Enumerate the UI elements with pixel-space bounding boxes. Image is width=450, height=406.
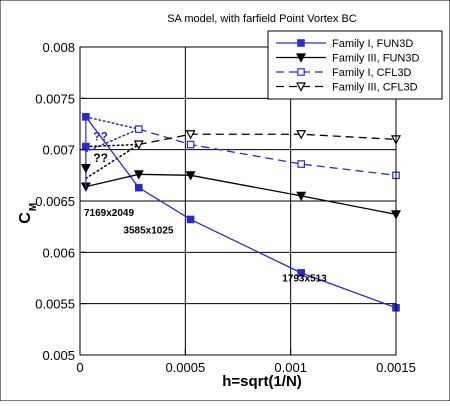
data-point-marker bbox=[186, 215, 195, 224]
data-point-marker bbox=[297, 68, 305, 76]
annotation-label: ?? bbox=[93, 151, 108, 165]
y-tick-label: 0.0055 bbox=[35, 297, 75, 312]
series-group bbox=[133, 130, 401, 150]
data-point-marker bbox=[297, 39, 305, 47]
data-point-marker bbox=[133, 140, 144, 150]
extrapolation-line bbox=[85, 128, 140, 153]
y-axis-label-main: C bbox=[17, 212, 34, 224]
y-axis-label: C M bbox=[17, 203, 39, 224]
extrapolation-line bbox=[85, 116, 140, 130]
legend-label: Family III, CFL3D bbox=[332, 82, 418, 94]
annotation-label: ?? bbox=[93, 129, 108, 143]
series-layer bbox=[80, 113, 401, 312]
y-tick-label: 0.0075 bbox=[35, 91, 75, 106]
chart-title: SA model, with farfield Point Vortex BC bbox=[167, 13, 357, 25]
legend-box bbox=[267, 30, 443, 100]
y-tick-label: 0.005 bbox=[42, 348, 75, 363]
axes: 0 0.0005 0.001 0.0015 0.005 0.0055 0.006 0.0065… bbox=[35, 40, 416, 375]
y-tick-label: 0.007 bbox=[42, 143, 75, 158]
data-point-marker bbox=[133, 170, 144, 180]
x-tick-label: 0 bbox=[76, 360, 83, 375]
extrapolation-line bbox=[85, 143, 140, 148]
data-point-marker bbox=[134, 125, 143, 133]
extrapolation-line bbox=[85, 143, 140, 180]
data-point-marker bbox=[296, 130, 307, 140]
data-point-marker bbox=[82, 142, 90, 151]
data-point-marker bbox=[185, 130, 196, 140]
annotation-label: 1793x513 bbox=[282, 274, 327, 285]
data-point-marker bbox=[296, 82, 306, 92]
legend: Family I, FUN3D Family III, FUN3D Family I… bbox=[267, 30, 443, 100]
x-axis-label: h=sqrt(1/N) bbox=[222, 373, 302, 390]
data-point-marker bbox=[297, 160, 306, 168]
data-point-marker bbox=[296, 53, 306, 63]
data-point-marker bbox=[134, 183, 143, 192]
series-line bbox=[138, 128, 397, 176]
y-tick-label: 0.006 bbox=[42, 245, 75, 260]
x-tick-label: 0.001 bbox=[274, 360, 307, 375]
legend-label: Family I, CFL3D bbox=[332, 67, 412, 79]
y-tick-label: 0.008 bbox=[42, 40, 75, 55]
series-line bbox=[138, 133, 397, 146]
x-tick-label: 0.0015 bbox=[376, 360, 416, 375]
annotation-label: 7169x2049 bbox=[84, 208, 134, 219]
legend-label: Family I, FUN3D bbox=[332, 38, 413, 50]
data-point-marker bbox=[297, 269, 306, 277]
annotations: ???? 7169x2049 3585x1025 1793x513 bbox=[84, 129, 327, 284]
y-tick-label: 0.0065 bbox=[35, 194, 75, 209]
annotation-label: 3585x1025 bbox=[123, 225, 173, 236]
data-point-marker bbox=[80, 164, 91, 174]
y-axis-label-subscript: M bbox=[28, 203, 39, 211]
data-point-marker bbox=[186, 140, 195, 149]
data-point-marker bbox=[296, 191, 307, 202]
data-point-marker bbox=[185, 171, 196, 181]
legend-label: Family III, FUN3D bbox=[332, 53, 419, 65]
x-tick-label: 0.0005 bbox=[165, 360, 205, 375]
